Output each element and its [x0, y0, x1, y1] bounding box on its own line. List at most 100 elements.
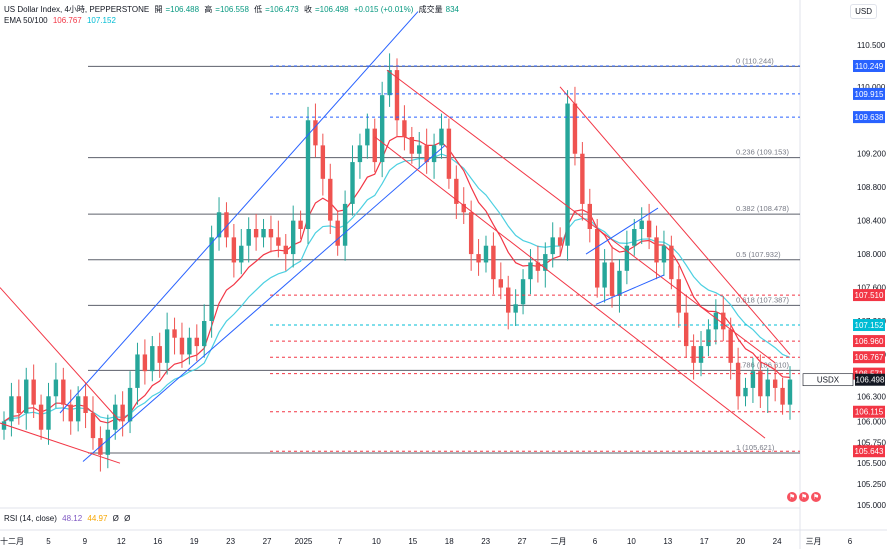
candle-body[interactable] — [609, 262, 615, 296]
candle-body[interactable] — [565, 103, 570, 246]
candle-body[interactable] — [787, 379, 793, 405]
candle-body[interactable] — [268, 229, 274, 238]
candle-body[interactable] — [468, 212, 474, 255]
candle-body[interactable] — [202, 321, 207, 347]
candle-body[interactable] — [669, 245, 674, 280]
candle-body[interactable] — [424, 145, 429, 163]
candle-body[interactable] — [157, 346, 162, 363]
candle-body[interactable] — [283, 245, 288, 255]
candle-body[interactable] — [24, 379, 29, 413]
candle-body[interactable] — [16, 396, 22, 413]
ema-legend[interactable]: EMA 50/100 106.767 107.152 — [4, 15, 119, 26]
candle-body[interactable] — [83, 396, 88, 413]
channel-red-early-upper[interactable] — [0, 287, 121, 422]
candle-body[interactable] — [350, 162, 355, 204]
candle-body[interactable] — [439, 128, 444, 146]
candle-body[interactable] — [750, 371, 756, 388]
candle-body[interactable] — [298, 220, 303, 229]
candle-body[interactable] — [483, 245, 489, 263]
ema100-line[interactable] — [3, 153, 791, 422]
flag-blue-lower[interactable] — [595, 274, 665, 305]
candle-body[interactable] — [365, 128, 370, 146]
candle-body[interactable] — [476, 254, 481, 263]
candle-body[interactable] — [164, 329, 170, 363]
candle-body[interactable] — [31, 379, 36, 405]
candle-body[interactable] — [224, 212, 229, 238]
candle-body[interactable] — [624, 245, 630, 271]
candle-body[interactable] — [179, 337, 185, 355]
candle-body[interactable] — [743, 387, 748, 397]
candle-body[interactable] — [38, 404, 44, 430]
candle-body[interactable] — [320, 145, 326, 179]
ema50-line[interactable] — [3, 136, 791, 424]
candle-body[interactable] — [639, 220, 644, 229]
candle-body[interactable] — [454, 178, 459, 204]
candle-body[interactable] — [735, 362, 741, 397]
rsi-legend[interactable]: RSI (14, close) 48.12 44.97 Ø Ø — [4, 514, 133, 523]
candle-body[interactable] — [506, 287, 511, 313]
candle-body[interactable] — [261, 229, 266, 238]
candle-body[interactable] — [142, 354, 148, 372]
candle-body[interactable] — [372, 128, 377, 163]
candle-body[interactable] — [61, 379, 66, 405]
candle-body[interactable] — [632, 229, 637, 246]
candle-body[interactable] — [728, 329, 733, 363]
candle-body[interactable] — [550, 237, 555, 255]
candle-body[interactable] — [758, 371, 763, 397]
candle-body[interactable] — [780, 387, 785, 405]
candle-body[interactable] — [713, 312, 719, 330]
candle-body[interactable] — [127, 387, 133, 422]
candle-body[interactable] — [379, 95, 385, 163]
candle-body[interactable] — [691, 346, 696, 363]
candle-body[interactable] — [654, 237, 659, 263]
flag-icon[interactable]: ⚑ — [799, 492, 809, 502]
candle-body[interactable] — [290, 220, 296, 255]
channel-red-upper[interactable] — [386, 69, 776, 364]
candle-body[interactable] — [721, 312, 726, 330]
candle-body[interactable] — [498, 279, 504, 288]
candle-body[interactable] — [572, 103, 578, 154]
candle-body[interactable] — [595, 229, 600, 288]
candle-body[interactable] — [409, 137, 415, 154]
candle-body[interactable] — [461, 203, 466, 213]
candle-body[interactable] — [646, 220, 652, 238]
candle-body[interactable] — [520, 279, 526, 305]
candle-body[interactable] — [231, 237, 237, 263]
candle-body[interactable] — [446, 128, 452, 179]
candle-body[interactable] — [9, 396, 14, 422]
candle-body[interactable] — [150, 346, 155, 372]
candle-body[interactable] — [239, 245, 244, 263]
flag-blue-upper[interactable] — [585, 207, 659, 255]
candle-body[interactable] — [135, 354, 140, 388]
candle-body[interactable] — [335, 220, 340, 246]
candle-body[interactable] — [276, 237, 281, 246]
candle-body[interactable] — [194, 337, 199, 347]
candle-body[interactable] — [313, 120, 318, 146]
candle-body[interactable] — [765, 379, 770, 397]
channel-red-early-lower[interactable] — [0, 422, 121, 464]
flag-icon[interactable]: ⚑ — [811, 492, 821, 502]
candle-body[interactable] — [706, 329, 711, 347]
candle-body[interactable] — [557, 237, 563, 246]
candle-body[interactable] — [216, 212, 222, 238]
candle-body[interactable] — [75, 396, 81, 422]
candle-body[interactable] — [683, 312, 689, 347]
candle-body[interactable] — [46, 396, 51, 430]
candle-body[interactable] — [105, 429, 111, 455]
candle-body[interactable] — [402, 120, 407, 137]
candle-body[interactable] — [1, 421, 7, 430]
candle-body[interactable] — [491, 245, 496, 280]
candle-body[interactable] — [528, 262, 533, 280]
currency-button[interactable]: USD — [850, 4, 877, 19]
candle-body[interactable] — [305, 120, 311, 229]
candle-body[interactable] — [543, 254, 548, 271]
candle-body[interactable] — [68, 404, 73, 422]
candle-body[interactable] — [387, 70, 392, 96]
candle-body[interactable] — [513, 304, 518, 313]
candle-body[interactable] — [113, 404, 118, 430]
candle-body[interactable] — [676, 279, 681, 313]
candle-body[interactable] — [772, 379, 778, 388]
flag-icon[interactable]: ⚑ — [787, 492, 797, 502]
channel-blue-upper[interactable] — [59, 11, 419, 414]
candle-body[interactable] — [53, 379, 59, 397]
